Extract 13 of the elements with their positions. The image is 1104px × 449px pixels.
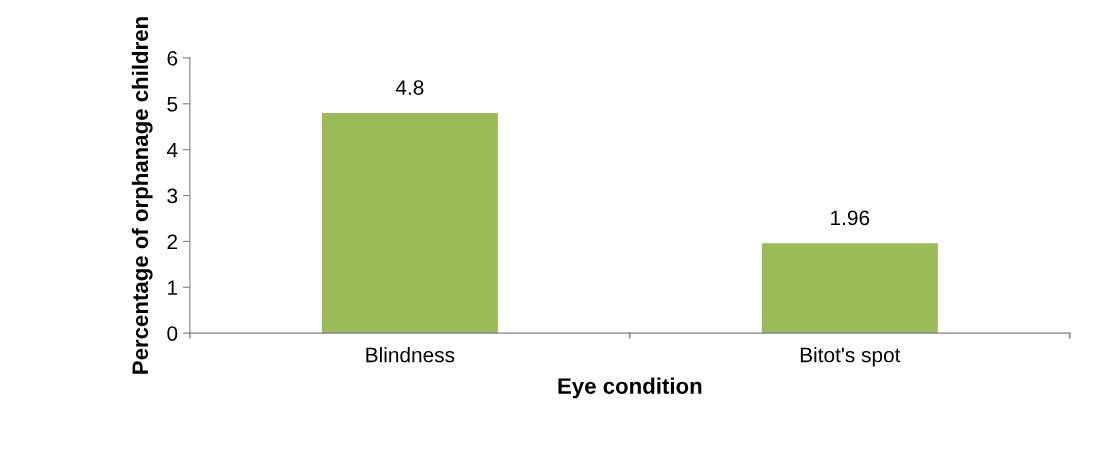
y-tick-label: 3 [167,188,178,204]
y-tick-label: 4 [166,142,178,158]
y-tick-label: 6 [167,50,178,66]
x-axis-title: Eye condition [558,377,702,399]
data-label: 1.96 [831,210,870,226]
data-label: 4.8 [395,80,424,95]
y-tick-label: 2 [167,234,178,249]
y-tick-label: 5 [167,97,178,112]
x-tick-label: Blindness [366,347,455,363]
x-tick-label: Bitot's spot [800,347,901,367]
y-tick-label: 1 [168,280,178,295]
y-tick-label: 0 [167,326,178,341]
y-axis-title: Percentage of orphanage children [131,17,153,374]
